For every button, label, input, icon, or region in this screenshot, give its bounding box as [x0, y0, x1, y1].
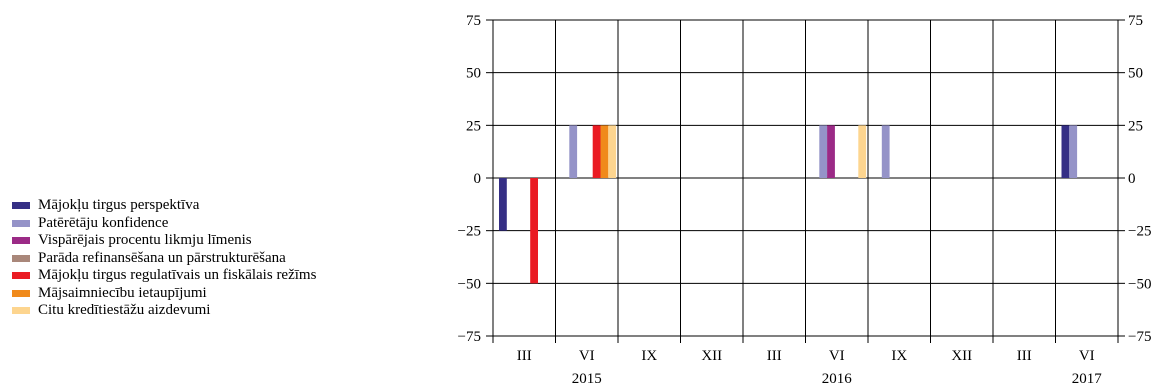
legend-item: Mājokļu tirgus perspektīva [12, 197, 316, 215]
x-tick-label: III [1017, 348, 1032, 364]
x-tick-label: VI [1079, 348, 1095, 364]
legend-label: Citu kredītiestāžu aizdevumi [38, 302, 211, 319]
legend-item: Patērētāju konfidence [12, 215, 316, 233]
legend-label: Patērētāju konfidence [38, 214, 169, 231]
y-tick-label-right: −50 [1128, 276, 1151, 292]
legend-label: Parāda refinansēšana un pārstrukturēšana [38, 249, 286, 266]
bar [569, 125, 578, 178]
y-tick-label-right: −75 [1128, 329, 1151, 345]
x-tick-label: VI [829, 348, 845, 364]
legend-item: Mājsaimniecību ietaupījumi [12, 285, 316, 303]
bar [1061, 125, 1070, 178]
x-tick-label: III [517, 348, 532, 364]
y-tick-label-left: 0 [474, 171, 482, 187]
x-tick-label: VI [579, 348, 595, 364]
legend-swatch [12, 202, 30, 210]
legend-item: Mājokļu tirgus regulatīvais un fiskālais… [12, 267, 316, 285]
legend-label: Vispārējais procentu likmju līmenis [38, 232, 252, 249]
year-label: 2016 [822, 371, 853, 387]
y-tick-label-right: 75 [1128, 13, 1143, 29]
x-tick-label: IX [641, 348, 657, 364]
y-tick-label-left: 75 [466, 13, 481, 29]
legend-item: Parāda refinansēšana un pārstrukturēšana [12, 250, 316, 268]
y-tick-label-left: 25 [466, 118, 481, 134]
legend-item: Citu kredītiestāžu aizdevumi [12, 302, 316, 320]
bar [592, 125, 601, 178]
bar [600, 125, 609, 178]
y-tick-label-right: 50 [1128, 66, 1143, 82]
y-tick-label-left: −50 [458, 276, 481, 292]
legend-label: Mājokļu tirgus perspektīva [38, 197, 200, 214]
y-tick-label-left: −25 [458, 224, 481, 240]
legend-label: Mājokļu tirgus regulatīvais un fiskālais… [38, 267, 317, 284]
year-label: 2015 [572, 371, 602, 387]
y-tick-label-right: 0 [1128, 171, 1136, 187]
y-tick-label-left: −75 [458, 329, 481, 345]
x-tick-label: III [767, 348, 782, 364]
year-label: 2017 [1072, 371, 1103, 387]
bar [608, 125, 617, 178]
x-tick-label: XII [951, 348, 972, 364]
y-tick-label-right: −25 [1128, 224, 1151, 240]
legend-label: Mājsaimniecību ietaupījumi [38, 284, 207, 301]
legend-swatch [12, 307, 30, 315]
bar [499, 178, 507, 231]
bar [881, 125, 890, 178]
legend-swatch [12, 289, 30, 297]
bar [819, 125, 828, 178]
legend-swatch [12, 237, 30, 245]
bar [858, 125, 867, 178]
chart-legend: Mājokļu tirgus perspektīva Patērētāju kon… [12, 197, 316, 320]
x-tick-label: IX [891, 348, 907, 364]
bar [1069, 125, 1078, 178]
y-tick-label-right: 25 [1128, 118, 1143, 134]
y-tick-label-left: 50 [466, 66, 481, 82]
legend-swatch [12, 219, 30, 227]
legend-item: Vispārējais procentu likmju līmenis [12, 232, 316, 250]
x-tick-label: XII [701, 348, 722, 364]
legend-swatch [12, 254, 30, 262]
legend-swatch [12, 272, 30, 280]
bar [530, 178, 538, 284]
bar [827, 125, 835, 178]
